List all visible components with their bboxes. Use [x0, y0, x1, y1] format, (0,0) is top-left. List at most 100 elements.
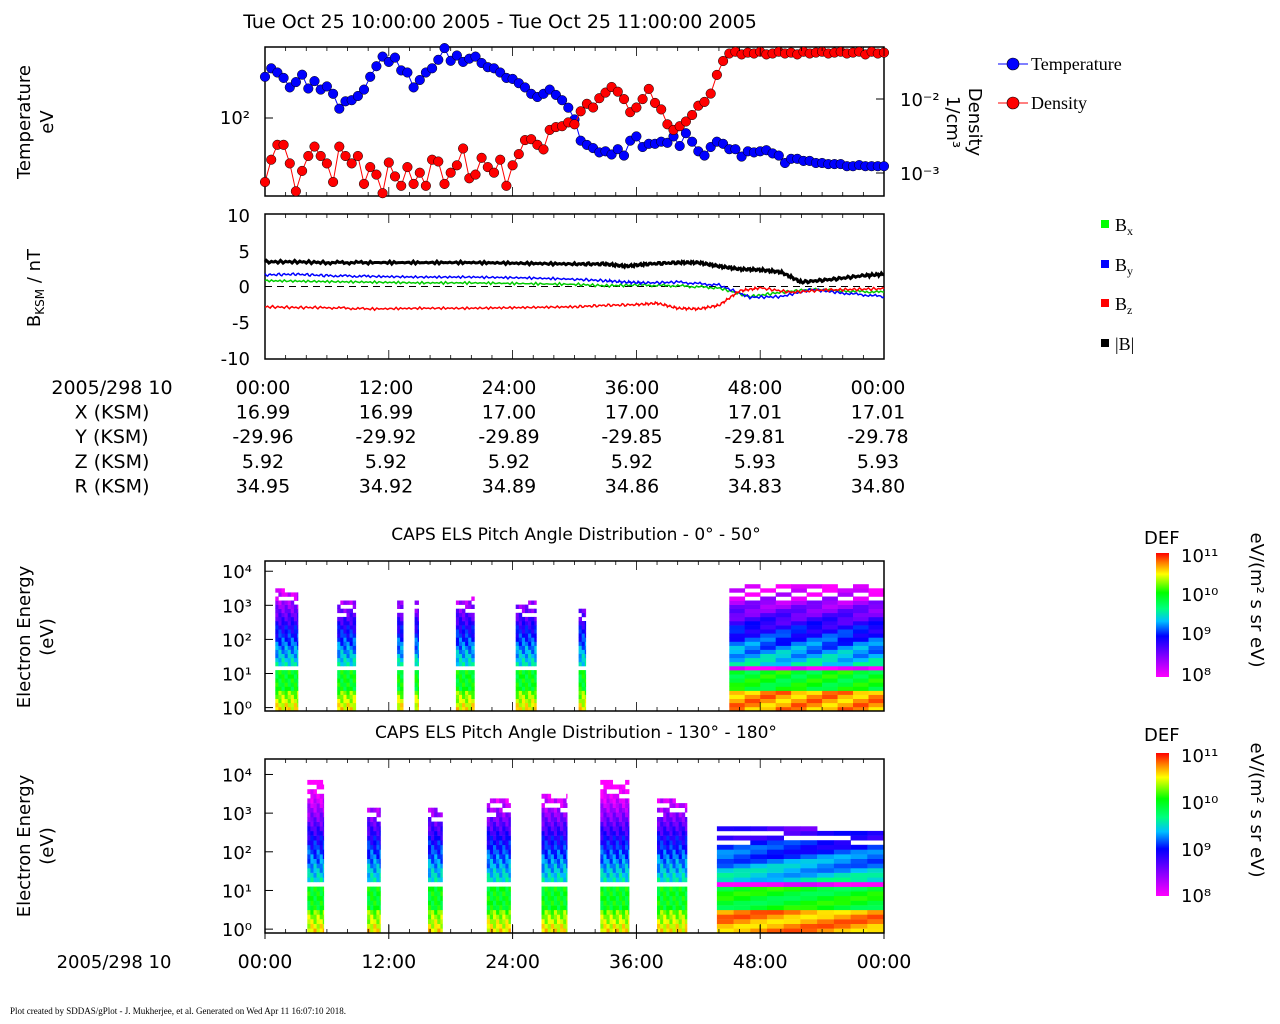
- spectro-130-180-cell: [376, 821, 380, 827]
- spectro-0-50-cell: [400, 653, 404, 659]
- spectro-130-180-cell: [628, 826, 630, 832]
- spectro-130-180-cell: [440, 863, 443, 869]
- spectro-0-50-cell: [806, 592, 823, 597]
- spectro-0-50-cell: [729, 678, 746, 683]
- spectro-130-180-cell: [493, 817, 497, 822]
- spectro-0-50-cell: [284, 600, 288, 605]
- spectro-130-180-cell: [431, 863, 435, 869]
- spectro-0-50-cell: [414, 645, 418, 650]
- spectro-130-180-cell: [618, 891, 623, 897]
- spectro-0-50-cell: [528, 682, 532, 687]
- spectro-0-50-cell: [534, 637, 537, 642]
- spectro-0-50-cell: [791, 633, 807, 638]
- spectro-130-180-cell: [541, 863, 545, 869]
- spectro-0-50-cell: [400, 637, 404, 642]
- spectro-0-50-cell: [729, 661, 746, 667]
- spectro-130-180-cell: [440, 826, 443, 832]
- density-point: [488, 167, 500, 178]
- spectro-0-50-cell: [284, 637, 288, 642]
- spectro-0-50-cell: [471, 657, 475, 663]
- colorbar-unit-130-180: eV/(m² s sr eV): [1246, 743, 1267, 878]
- density-point: [699, 96, 710, 107]
- spectro-0-50-cell: [290, 678, 295, 683]
- spectro-0-50-cell: [775, 690, 792, 695]
- density-point: [396, 180, 407, 191]
- spectro-0-50-cell: [275, 649, 279, 654]
- spectro-130-180-cell: [612, 886, 617, 892]
- spectro-0-50-cell: [352, 641, 357, 646]
- spectro-130-180-cell: [660, 849, 664, 855]
- spectro-130-180-cell: [557, 854, 561, 859]
- spectro-130-180-cell: [550, 854, 555, 859]
- spectro-130-180-cell: [628, 817, 630, 822]
- spectro-130-180-cell: [603, 798, 607, 804]
- spectro-0-50-cell: [760, 612, 776, 618]
- spectro-0-50-cell: [293, 625, 298, 630]
- spectro-130-180-cell: [499, 868, 503, 873]
- spectro-0-50-cell: [465, 661, 469, 667]
- spectro-0-50-cell: [853, 633, 869, 638]
- spectro-130-180-cell: [609, 826, 613, 832]
- spectro-0-50-cell: [293, 596, 298, 601]
- spectro-0-50-cell: [525, 633, 529, 638]
- spectro-0-50-cell: [822, 670, 838, 675]
- spectro-130-180-cell: [615, 872, 620, 878]
- spectro-130-180-cell: [553, 900, 558, 906]
- spectro-130-180-cell: [319, 817, 324, 822]
- spectro-130-180-cell: [833, 877, 851, 883]
- spectro-130-180-cell: [609, 798, 613, 804]
- spectro-0-50-cell: [729, 706, 746, 712]
- spectro-130-180-cell: [486, 835, 491, 841]
- spectro-0-50-cell: [822, 690, 838, 695]
- spectro-130-180-cell: [657, 826, 661, 832]
- density-point: [656, 104, 667, 115]
- spectro-130-180-cell: [628, 779, 630, 785]
- spectro-0-50-cell: [806, 682, 823, 687]
- spectro-130-180-cell: [508, 821, 511, 827]
- spectro-130-180-cell: [678, 817, 683, 822]
- spectro-130-180-cell: [499, 900, 503, 906]
- spectro-130-180-cell: [431, 891, 435, 897]
- spectro-130-180-cell: [625, 923, 629, 929]
- spectro-130-180-cell: [666, 840, 670, 846]
- spectro-0-50-cell: [791, 600, 807, 605]
- spectro-0-50-cell: [468, 641, 472, 646]
- spectro-130-180-cell: [678, 909, 683, 915]
- spectro-130-180-cell: [541, 900, 545, 906]
- spectro-0-50-cell: [343, 694, 347, 699]
- spectro-0-50-cell: [281, 616, 285, 622]
- spectro-130-180-cell: [437, 872, 441, 878]
- spectro-130-180-cell: [502, 872, 506, 878]
- spectro-130-180-cell: [379, 919, 381, 924]
- spectro-130-180-cell: [625, 914, 629, 920]
- spectro-0-50-cell: [297, 592, 299, 597]
- spectro-0-50-cell: [578, 698, 582, 704]
- spectro-130-180-cell: [502, 877, 506, 883]
- spectro-0-50-cell: [468, 694, 472, 699]
- spectro-0-50-cell: [346, 657, 350, 663]
- spectro-130-180-cell: [783, 882, 801, 887]
- spectro-0-50-cell: [531, 661, 535, 667]
- spectro-130-180-cell: [560, 877, 564, 883]
- spectro-130-180-cell: [307, 895, 311, 901]
- spectro-130-180-cell: [657, 817, 661, 822]
- spectro-130-180-cell: [625, 854, 629, 859]
- spectro-0-50-cell: [853, 706, 869, 712]
- density-point: [476, 152, 487, 163]
- spectro-0-50-cell: [352, 625, 357, 630]
- spectro-0-50-cell: [462, 657, 466, 663]
- spectro-130-180-cell: [499, 877, 503, 883]
- spectro-130-180-cell: [322, 840, 325, 846]
- spectro-0-50-cell: [297, 616, 299, 622]
- spectro-0-50-cell: [278, 698, 282, 704]
- spectro-130-180-cell: [499, 863, 503, 869]
- density-point: [266, 154, 277, 165]
- spectro-0-50-cell: [868, 682, 885, 687]
- spectro-0-50-cell: [534, 633, 537, 638]
- btot-legend-label: |B|: [1115, 334, 1134, 354]
- spectro-0-50-cell: [397, 670, 401, 675]
- temperature-point: [414, 74, 425, 86]
- spectro-130-180-cell: [681, 891, 686, 897]
- ephemeris-row-label: Z (KSM): [75, 451, 150, 473]
- spectro-0-50-cell: [340, 616, 344, 622]
